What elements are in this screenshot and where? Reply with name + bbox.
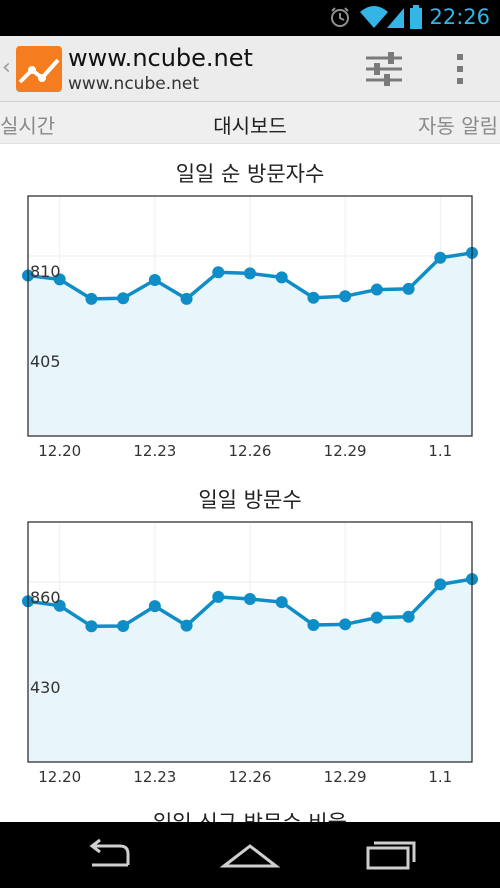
chart1-point-13 [434, 578, 447, 591]
wifi-icon [360, 6, 388, 28]
chart1-x-tick-label-1: 12.23 [133, 768, 176, 786]
chart1-point-10 [339, 618, 352, 631]
chart1-point-8 [275, 596, 288, 609]
chart-title-visits: 일일 방문수 [198, 488, 302, 512]
clock: 22:26 [429, 5, 490, 29]
chart0-point-10 [339, 290, 352, 303]
chart0-point-2 [85, 292, 98, 305]
chart0-x-tick-label-4: 1.1 [428, 442, 452, 460]
chart0-y-tick-label-0: 810 [30, 262, 61, 281]
chart1-y-tick-label-0: 860 [30, 588, 61, 607]
chart1-point-6 [212, 590, 225, 603]
status-icons [331, 5, 422, 29]
chart0-point-7 [244, 267, 256, 280]
chart0-x-tick-label-1: 12.23 [133, 442, 176, 460]
chart0-point-13 [434, 251, 447, 264]
alarm-icon [331, 7, 349, 27]
page-title: www.ncube.net [68, 44, 253, 72]
chart1-x-tick-label-2: 12.26 [229, 768, 272, 786]
up-caret-icon[interactable]: ‹ [2, 55, 11, 80]
chart1-point-1 [53, 599, 66, 612]
back-icon[interactable] [70, 832, 150, 878]
chart0-x-tick-label-3: 12.29 [324, 442, 367, 460]
chart0-x-tick-label-0: 12.20 [38, 442, 81, 460]
overflow-menu-icon[interactable] [440, 46, 480, 92]
chart0-point-3 [117, 292, 130, 305]
chart1-x-tick-label-0: 12.20 [38, 768, 81, 786]
tab-auto-alerts[interactable]: 자동 알림 [418, 114, 498, 138]
chart1-point-3 [117, 619, 130, 632]
chart0-x-tick-label-2: 12.26 [229, 442, 272, 460]
tab-strip: 대시보드 실시간 자동 알림 [0, 102, 500, 144]
analytics-logo-icon[interactable] [16, 46, 62, 92]
chart0-y-tick-label-1: 405 [30, 352, 61, 371]
chart-title-unique-visitors: 일일 순 방문자수 [175, 162, 325, 186]
chart1-frame [27, 521, 473, 763]
dashboard-content[interactable]: 일일 순 방문자수 810 405 12.20 12.23 12.26 12.29 1.1 … [0, 144, 500, 822]
chart0-frame [27, 195, 473, 437]
tab-realtime[interactable]: 실시간 [0, 114, 56, 138]
navigation-bar [0, 822, 500, 888]
chart1-area [28, 579, 472, 762]
chart0-point-5 [180, 292, 193, 305]
filter-sliders-icon[interactable] [358, 46, 410, 92]
chart0-point-12 [402, 282, 415, 295]
chart1-point-5 [180, 619, 193, 632]
page-subtitle: www.ncube.net [68, 74, 200, 94]
home-icon[interactable] [210, 832, 290, 878]
chart0-area [28, 252, 472, 436]
chart0-point-4 [148, 274, 161, 286]
visits-chart: 860 430 12.20 12.23 12.26 12.29 1.1 [22, 521, 478, 786]
chart1-point-12 [402, 610, 415, 623]
chart1-point-2 [85, 620, 98, 633]
chart1-y-tick-label-1: 430 [30, 678, 61, 697]
chart1-point-9 [307, 618, 320, 631]
chart0-point-8 [275, 271, 288, 284]
chart-title-new-visit-ratio: 일일 신규 방문수 비율 [0, 807, 500, 822]
unique-visitors-chart: 810 405 12.20 12.23 12.26 12.29 1.1 [22, 195, 478, 460]
chart1-point-7 [244, 593, 256, 606]
battery-icon [410, 5, 422, 29]
chart0-point-9 [307, 291, 320, 304]
chart0-point-6 [212, 266, 225, 279]
chart0-point-11 [370, 283, 383, 296]
action-bar: ‹ www.ncube.net www.ncube.net [0, 36, 500, 102]
recent-apps-icon[interactable] [350, 832, 430, 878]
chart1-point-4 [148, 600, 161, 613]
signal-icon [387, 8, 404, 28]
chart1-x-tick-label-4: 1.1 [428, 768, 452, 786]
chart1-x-tick-label-3: 12.29 [324, 768, 367, 786]
status-bar: 22:26 [0, 0, 500, 36]
chart0-point-1 [53, 273, 66, 286]
chart1-point-11 [370, 611, 383, 624]
tab-dashboard[interactable]: 대시보드 [213, 114, 287, 138]
